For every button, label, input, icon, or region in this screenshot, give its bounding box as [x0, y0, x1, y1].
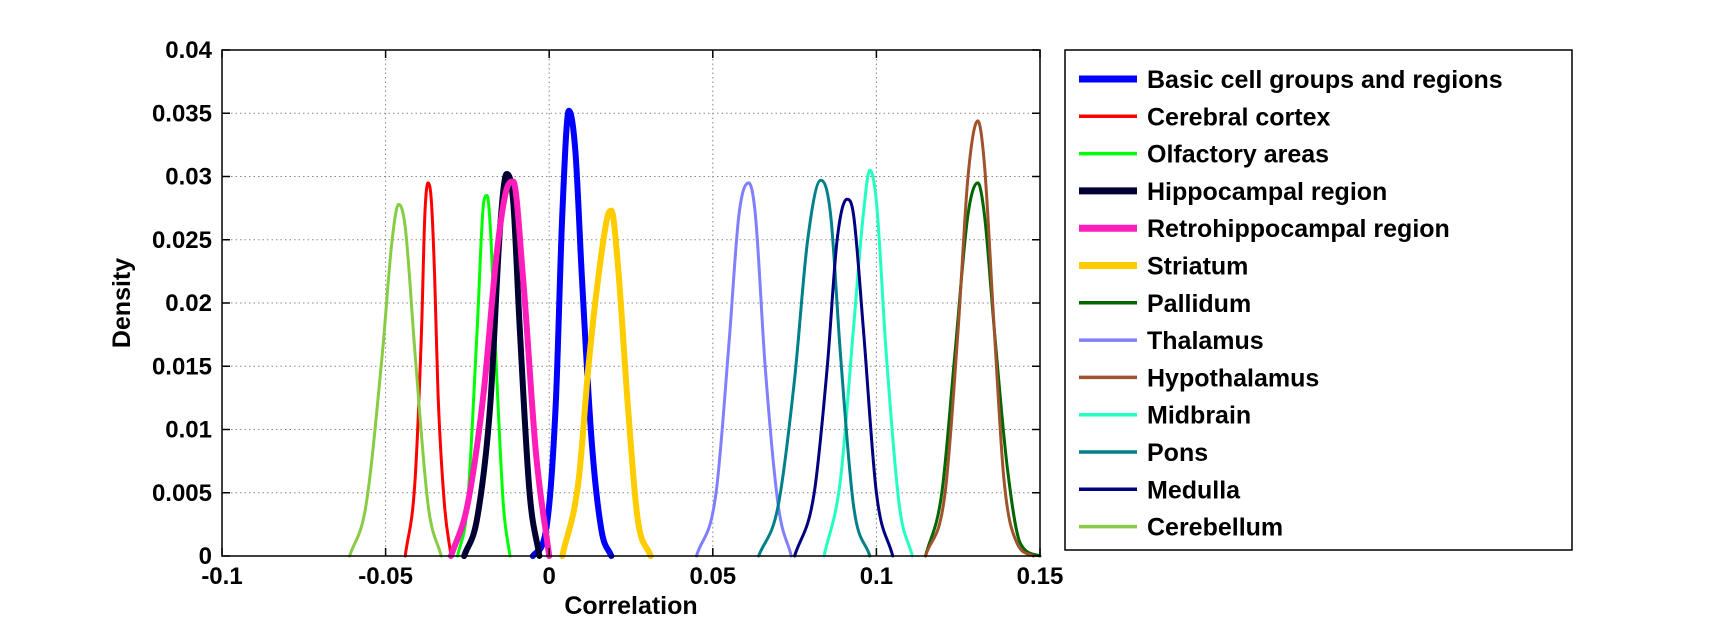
series-line-striatum [559, 207, 654, 559]
series-line-retrohippocampal-region [448, 178, 553, 559]
y-tick-label: 0.005 [152, 480, 212, 507]
y-axis-label: Density [108, 258, 136, 348]
y-tick-label: 0 [199, 543, 212, 570]
series-lines [348, 107, 1042, 559]
legend-box [1064, 49, 1573, 551]
y-tick-label: 0.035 [152, 100, 212, 127]
x-tick-label: 0.05 [689, 563, 736, 590]
series-line-basic-cell-groups-and-regions [529, 107, 615, 559]
y-tick-label: 0.025 [152, 227, 212, 254]
legend-label-olfactory-areas: Olfactory areas [1147, 141, 1329, 169]
legend-label-striatum: Striatum [1147, 253, 1248, 281]
y-tick-label: 0.03 [165, 164, 212, 191]
series-line-pallidum [923, 181, 1042, 558]
series-line-cerebral-cortex [403, 181, 453, 558]
legend-label-hypothalamus: Hypothalamus [1147, 364, 1319, 392]
x-tick-label: 0.15 [1017, 563, 1064, 590]
series-line-medulla [793, 197, 895, 558]
x-tick-label: -0.1 [201, 563, 242, 590]
x-tick-label: -0.05 [358, 563, 413, 590]
legend-label-pallidum: Pallidum [1147, 290, 1251, 318]
legend-label-pons: Pons [1147, 439, 1208, 467]
x-axis-ticks: -0.1 -0.05 0 0.05 0.1 0.15 [201, 50, 1063, 590]
legend-label-midbrain: Midbrain [1147, 402, 1251, 430]
y-tick-label: 0.01 [165, 417, 212, 444]
y-axis-ticks: 0 0.005 0.01 0.015 0.02 0.025 0.03 0.035 0.04 [152, 37, 1040, 570]
series-line-olfactory-areas [456, 193, 512, 558]
legend-label-thalamus: Thalamus [1147, 327, 1264, 355]
legend-label-cerebellum: Cerebellum [1147, 514, 1283, 542]
y-tick-label: 0.02 [165, 290, 212, 317]
x-tick-label: 0 [543, 563, 556, 590]
x-tick-label: 0.1 [860, 563, 893, 590]
y-tick-label: 0.04 [165, 37, 212, 64]
series-line-hypothalamus [923, 119, 1035, 558]
series-line-thalamus [694, 181, 793, 558]
legend-label-cerebral-cortex: Cerebral cortex [1147, 103, 1331, 131]
legend-label-retrohippocampal-region: Retrohippocampal region [1147, 215, 1450, 243]
series-line-cerebellum [348, 202, 443, 558]
legend: Basic cell groups and regions Cerebral co… [1064, 49, 1573, 551]
legend-label-medulla: Medulla [1147, 476, 1241, 504]
x-axis-label: Correlation [564, 592, 697, 620]
series-line-hippocampal-region [461, 170, 543, 559]
legend-label-hippocampal-region: Hippocampal region [1147, 178, 1387, 206]
y-tick-label: 0.015 [152, 353, 212, 380]
series-line-midbrain [822, 168, 914, 558]
legend-label-basic-cell-groups-and-regions: Basic cell groups and regions [1147, 66, 1503, 94]
series-line-pons [757, 178, 872, 558]
